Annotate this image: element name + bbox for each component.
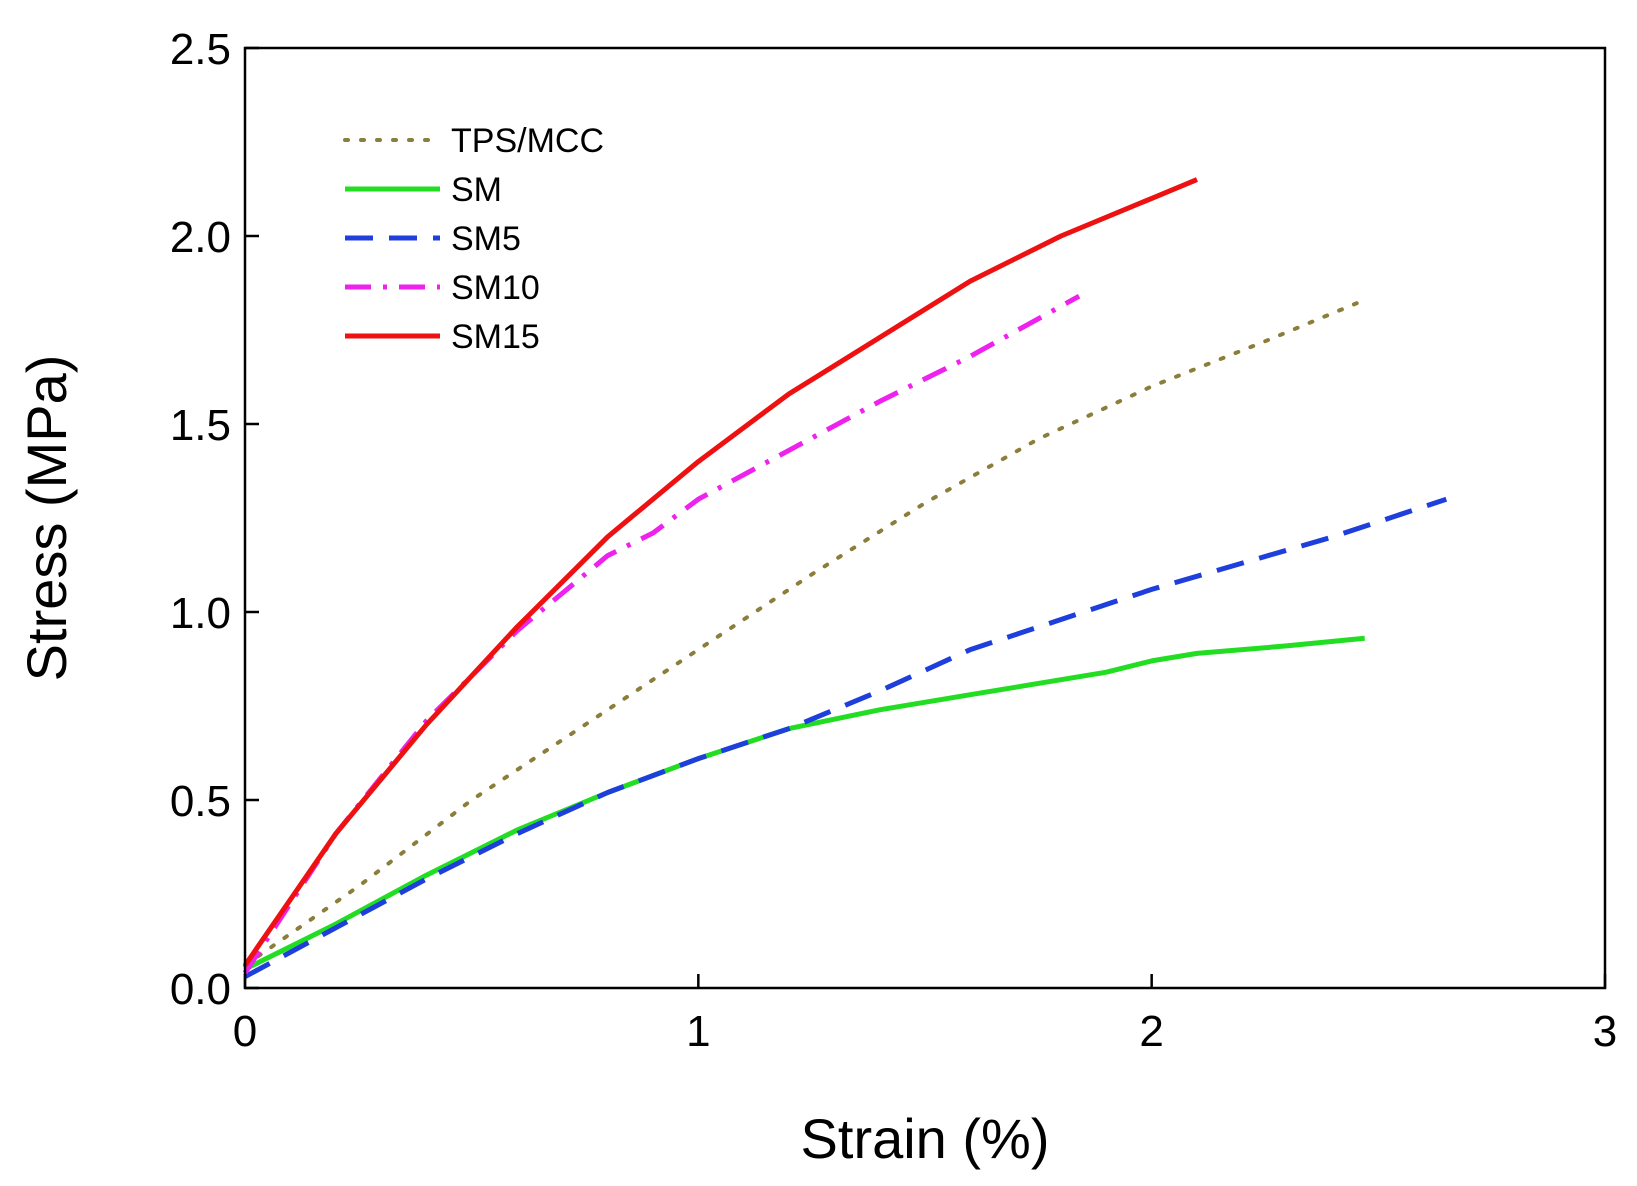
legend-label-tps-mcc: TPS/MCC — [451, 122, 604, 160]
x-tick-label: 2 — [1139, 1007, 1163, 1056]
y-tick-label: 0.0 — [170, 965, 231, 1014]
y-tick-label: 2.0 — [170, 213, 231, 262]
legend-label-sm5: SM5 — [451, 220, 521, 258]
series-line-sm — [243, 635, 1365, 972]
tick-layer: 0 1 2 3 0.0 0.5 1.0 1.5 2.0 2.5 — [170, 25, 1617, 1056]
legend-label-sm15: SM15 — [451, 318, 540, 356]
y-tick-label: 0.5 — [170, 777, 231, 826]
series-line-tps-mcc — [243, 297, 1367, 968]
y-tick-label: 1.0 — [170, 589, 231, 638]
legend: TPS/MCC SM SM5 SM10 SM15 — [343, 122, 604, 356]
series-line-sm5 — [243, 496, 1448, 979]
y-axis-title: Stress (MPa) — [15, 355, 78, 682]
x-tick-label: 0 — [233, 1007, 257, 1056]
x-tick-label: 3 — [1593, 1007, 1617, 1056]
y-tick-label: 1.5 — [170, 401, 231, 450]
legend-label-sm10: SM10 — [451, 269, 540, 307]
y-tick-label: 2.5 — [170, 25, 231, 74]
x-axis-title: Strain (%) — [801, 1107, 1050, 1170]
legend-label-sm: SM — [451, 171, 502, 209]
plot-frame — [243, 46, 1607, 990]
series-line-sm10 — [242, 294, 1081, 975]
series-line-sm15 — [242, 177, 1198, 967]
x-tick-label: 1 — [686, 1007, 710, 1056]
series-layer — [242, 177, 1448, 979]
